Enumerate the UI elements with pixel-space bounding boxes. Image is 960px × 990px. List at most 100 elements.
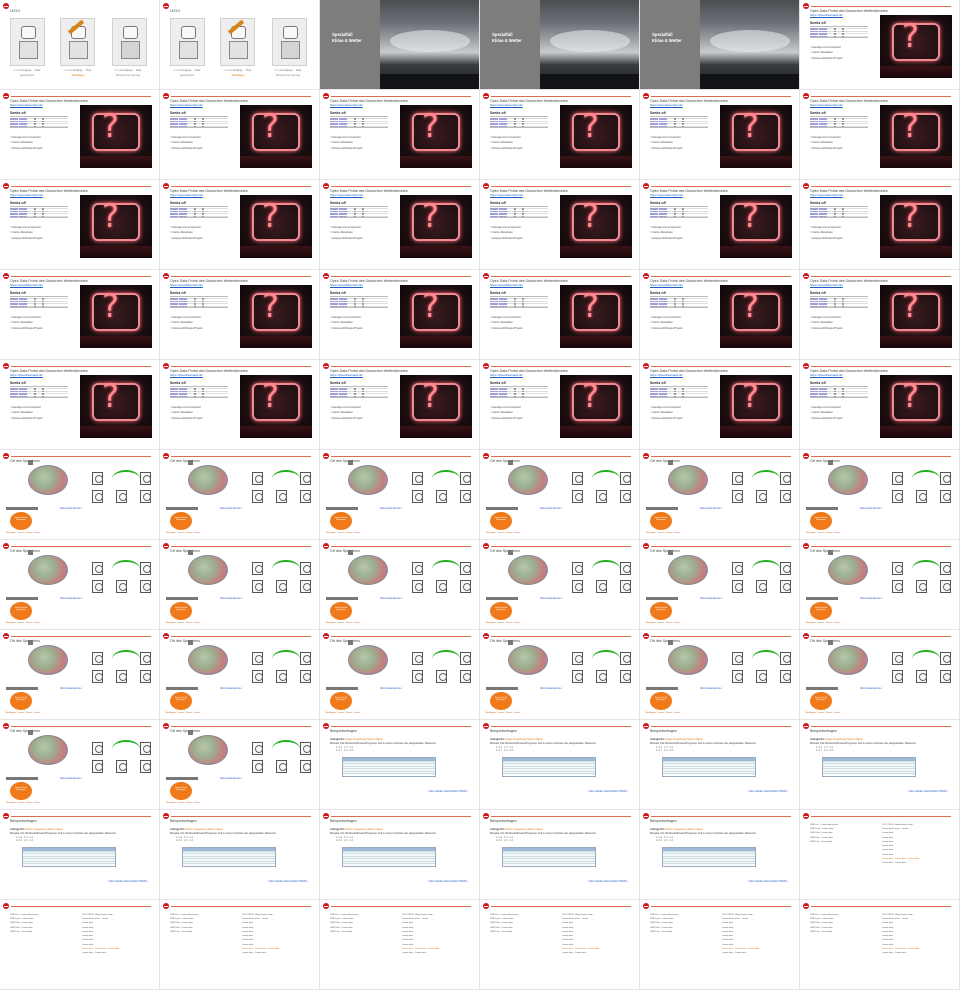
slide-ort-des-sprechens[interactable]: Ort des Sprechens Sender Inhalt Empfänge… <box>800 450 960 540</box>
slide-open-data-quiz[interactable]: Open Data Portal des Deutschen Wetterdie… <box>0 270 160 360</box>
slide-ort-des-sprechens[interactable]: Ort des Sprechens Sender Inhalt Empfänge… <box>480 450 640 540</box>
source-link[interactable]: https://www.dwd.de/... <box>380 507 404 510</box>
opendata-link[interactable]: https://opendata.dwd.de/ <box>170 193 203 197</box>
slide-ort-des-sprechens[interactable]: Ort des Sprechens Sender Inhalt Empfänge… <box>0 450 160 540</box>
opendata-link[interactable]: https://opendata.dwd.de/ <box>490 103 523 107</box>
source-link[interactable]: https://wetter.dwd.de/2017/75/23/... <box>748 790 789 793</box>
opendata-link[interactable]: https://opendata.dwd.de/ <box>170 103 203 107</box>
slide-ort-des-sprechens[interactable]: Ort des Sprechens Sender Inhalt Empfänge… <box>480 540 640 630</box>
source-link[interactable]: https://www.dwd.de/... <box>220 597 244 600</box>
request-link[interactable]: Daten Umgebung (siehe Folgen) <box>25 828 64 831</box>
slide-open-data-quiz[interactable]: Open Data Portal des Deutschen Wetterdie… <box>480 180 640 270</box>
slide-ort-des-sprechens[interactable]: Ort des Sprechens Sender Inhalt Empfänge… <box>320 540 480 630</box>
slide-open-data-quiz[interactable]: Open Data Portal des Deutschen Wetterdie… <box>160 90 320 180</box>
slide-text-notes[interactable]: DWDCm · Lorem data ipsum DWDS mit · Lore… <box>640 900 800 990</box>
source-link[interactable]: https://www.dwd.de/... <box>380 687 404 690</box>
opendata-link[interactable]: https://opendata.dwd.de/ <box>330 103 363 107</box>
slide-open-data-quiz[interactable]: Open Data Portal des Deutschen Wetterdie… <box>160 270 320 360</box>
opendata-link[interactable]: https://opendata.dwd.de/ <box>810 283 843 287</box>
slide-beispielanfragen[interactable]: Beispielanfragen Anfrage B1: Daten Umgeb… <box>800 720 960 810</box>
slide-ort-des-sprechens[interactable]: Ort des Sprechens Sender Inhalt Empfänge… <box>800 540 960 630</box>
source-link[interactable]: https://wetter.dwd.de/2017/75/23/... <box>748 880 789 883</box>
source-link[interactable]: https://www.dwd.de/... <box>220 777 244 780</box>
slide-beispielanfragen[interactable]: Beispielanfragen Anfrage B1: Daten Umgeb… <box>640 720 800 810</box>
source-link[interactable]: https://www.dwd.de/... <box>60 777 84 780</box>
source-link[interactable]: https://www.dwd.de/... <box>860 687 884 690</box>
source-link[interactable]: https://wetter.dwd.de/2017/75/23/... <box>108 880 149 883</box>
slide-beispielanfragen[interactable]: Beispielanfragen Anfrage B1: Daten Umgeb… <box>160 810 320 900</box>
source-link[interactable]: https://www.dwd.de/... <box>60 597 84 600</box>
slide-ort-des-sprechens[interactable]: Ort des Sprechens Sender Inhalt Empfänge… <box>160 630 320 720</box>
slide-text-notes[interactable]: DWDCm · Lorem data ipsum DWDS mit · Lore… <box>800 900 960 990</box>
opendata-link[interactable]: https://opendata.dwd.de/ <box>810 193 843 197</box>
slide-ort-des-sprechens[interactable]: Ort des Sprechens Sender Inhalt Empfänge… <box>160 540 320 630</box>
slide-text-notes[interactable]: DWDCm · Lorem data ipsum DWDS mit · Lore… <box>0 900 160 990</box>
slide-open-data-quiz[interactable]: Open Data Portal des Deutschen Wetterdie… <box>0 180 160 270</box>
slide-open-data-quiz[interactable]: Open Data Portal des Deutschen Wetterdie… <box>320 270 480 360</box>
opendata-link[interactable]: https://opendata.dwd.de/ <box>650 283 683 287</box>
opendata-link[interactable]: https://opendata.dwd.de/ <box>650 103 683 107</box>
opendata-link[interactable]: https://opendata.dwd.de/ <box>650 193 683 197</box>
slide-ort-des-sprechens[interactable]: Ort des Sprechens Sender Inhalt Empfänge… <box>640 630 800 720</box>
slide-open-data-quiz[interactable]: Open Data Portal des Deutschen Wetterdie… <box>800 360 960 450</box>
slide-text-notes[interactable]: DWDCm · Lorem data ipsum DWDS mit · Lore… <box>160 900 320 990</box>
slide-ort-des-sprechens[interactable]: Ort des Sprechens Sender Inhalt Empfänge… <box>160 720 320 810</box>
opendata-link[interactable]: https://opendata.dwd.de/ <box>810 373 843 377</box>
slide-open-data-quiz[interactable]: Open Data Portal des Deutschen Wetterdie… <box>800 180 960 270</box>
slide-open-data-quiz[interactable]: Open Data Portal des Deutschen Wetterdie… <box>640 180 800 270</box>
request-link[interactable]: Daten Umgebung (siehe Folgen) <box>825 738 864 741</box>
opendata-link[interactable]: https://opendata.dwd.de/ <box>810 13 843 17</box>
slide-beispielanfragen[interactable]: Beispielanfragen Anfrage B1: Daten Umgeb… <box>0 810 160 900</box>
source-link[interactable]: https://www.dwd.de/... <box>220 687 244 690</box>
slide-open-data-quiz[interactable]: Open Data Portal des Deutschen Wetterdie… <box>480 360 640 450</box>
source-link[interactable]: https://www.dwd.de/... <box>220 507 244 510</box>
slide-open-data-quiz[interactable]: Open Data Portal des Deutschen Wetterdie… <box>160 360 320 450</box>
slide-open-data-quiz[interactable]: Open Data Portal des Deutschen Wetterdie… <box>480 90 640 180</box>
slide-open-data-quiz[interactable]: Open Data Portal des Deutschen Wetterdie… <box>800 0 960 90</box>
opendata-link[interactable]: https://opendata.dwd.de/ <box>10 373 43 377</box>
slide-text-notes[interactable]: DWDCm · Lorem data ipsum DWDS mit · Lore… <box>320 900 480 990</box>
source-link[interactable]: https://www.dwd.de/... <box>700 507 724 510</box>
slide-open-data-quiz[interactable]: Open Data Portal des Deutschen Wetterdie… <box>0 360 160 450</box>
source-link[interactable]: https://wetter.dwd.de/2017/75/23/... <box>428 790 469 793</box>
opendata-link[interactable]: https://opendata.dwd.de/ <box>170 283 203 287</box>
request-link[interactable]: Daten Umgebung (siehe Folgen) <box>665 738 704 741</box>
slide-open-data-quiz[interactable]: Open Data Portal des Deutschen Wetterdie… <box>0 90 160 180</box>
slide-beispielanfragen[interactable]: Beispielanfragen Anfrage B1: Daten Umgeb… <box>320 720 480 810</box>
source-link[interactable]: https://www.dwd.de/... <box>540 597 564 600</box>
slide-ort-des-sprechens[interactable]: Ort des Sprechens Sender Inhalt Empfänge… <box>320 450 480 540</box>
source-link[interactable]: https://www.dwd.de/... <box>60 687 84 690</box>
source-link[interactable]: https://www.dwd.de/... <box>700 597 724 600</box>
slide-ort-des-sprechens[interactable]: Ort des Sprechens Sender Inhalt Empfänge… <box>800 630 960 720</box>
slide-beispielanfragen[interactable]: Beispielanfragen Anfrage B1: Daten Umgeb… <box>480 720 640 810</box>
slide-ort-des-sprechens[interactable]: Ort des Sprechens Sender Inhalt Empfänge… <box>640 540 800 630</box>
opendata-link[interactable]: https://opendata.dwd.de/ <box>490 373 523 377</box>
source-link[interactable]: https://wetter.dwd.de/2017/75/23/... <box>588 880 629 883</box>
source-link[interactable]: https://wetter.dwd.de/2017/75/23/... <box>428 880 469 883</box>
slide-open-data-quiz[interactable]: Open Data Portal des Deutschen Wetterdie… <box>320 180 480 270</box>
slide-ort-des-sprechens[interactable]: Ort des Sprechens Sender Inhalt Empfänge… <box>0 630 160 720</box>
opendata-link[interactable]: https://opendata.dwd.de/ <box>10 103 43 107</box>
slide-open-data-quiz[interactable]: Open Data Portal des Deutschen Wetterdie… <box>160 180 320 270</box>
request-link[interactable]: Daten Umgebung (siehe Folgen) <box>185 828 224 831</box>
slide-spezialfall[interactable]: Spezialfall Klima & Wetter <box>640 0 800 90</box>
opendata-link[interactable]: https://opendata.dwd.de/ <box>490 283 523 287</box>
slide-open-data-quiz[interactable]: Open Data Portal des Deutschen Wetterdie… <box>800 270 960 360</box>
request-link[interactable]: Daten Umgebung (siehe Folgen) <box>505 828 544 831</box>
opendata-link[interactable]: https://opendata.dwd.de/ <box>490 193 523 197</box>
slide-beispielanfragen[interactable]: Beispielanfragen Anfrage B1: Daten Umgeb… <box>320 810 480 900</box>
slide-text-notes[interactable]: DWDCm · Lorem data ipsum DWDS mit · Lore… <box>480 900 640 990</box>
opendata-link[interactable]: https://opendata.dwd.de/ <box>810 103 843 107</box>
slide-open-data-quiz[interactable]: Open Data Portal des Deutschen Wetterdie… <box>800 90 960 180</box>
source-link[interactable]: https://www.dwd.de/... <box>700 687 724 690</box>
request-link[interactable]: Daten Umgebung (siehe Folgen) <box>505 738 544 741</box>
request-link[interactable]: Daten Umgebung (siehe Folgen) <box>345 738 384 741</box>
opendata-link[interactable]: https://opendata.dwd.de/ <box>650 373 683 377</box>
slide-beispielanfragen[interactable]: Beispielanfragen Anfrage B1: Daten Umgeb… <box>480 810 640 900</box>
source-link[interactable]: https://wetter.dwd.de/2017/75/23/... <box>588 790 629 793</box>
opendata-link[interactable]: https://opendata.dwd.de/ <box>330 373 363 377</box>
opendata-link[interactable]: https://opendata.dwd.de/ <box>330 193 363 197</box>
slide-spezialfall[interactable]: Spezialfall Klima & Wetter <box>480 0 640 90</box>
slide-ort-des-sprechens[interactable]: Ort des Sprechens Sender Inhalt Empfänge… <box>160 450 320 540</box>
slide-open-data-quiz[interactable]: Open Data Portal des Deutschen Wetterdie… <box>320 90 480 180</box>
